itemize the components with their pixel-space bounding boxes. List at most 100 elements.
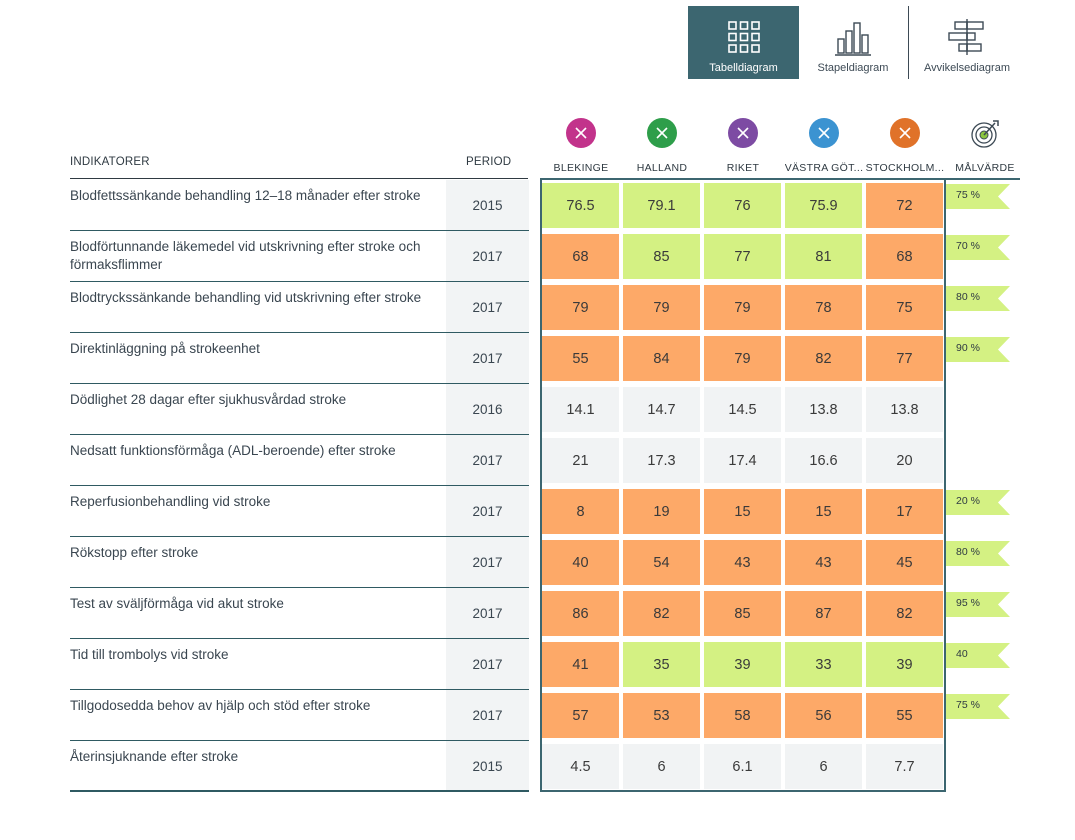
period-value: 2017	[446, 333, 529, 384]
bar-view-button[interactable]: Stapeldiagram	[809, 6, 897, 79]
region-column-header[interactable]: BLEKINGE	[541, 118, 621, 174]
value-cell[interactable]: 43	[785, 540, 862, 585]
table-row: Reperfusionbehandling vid stroke 2017 8 19 1…	[70, 486, 1020, 537]
value-cell[interactable]: 41	[542, 642, 619, 687]
value-cell[interactable]: 54	[623, 540, 700, 585]
value-cell[interactable]: 58	[704, 693, 781, 738]
target-value-flag: 75 %	[946, 694, 1010, 719]
remove-region-icon[interactable]	[728, 118, 758, 148]
value-cell[interactable]: 85	[704, 591, 781, 636]
value-cell[interactable]: 19	[623, 489, 700, 534]
value-cell[interactable]: 53	[623, 693, 700, 738]
target-value-flag: 40	[946, 643, 1010, 668]
value-cell[interactable]: 76.5	[542, 183, 619, 228]
value-cell[interactable]: 68	[542, 234, 619, 279]
period-value: 2017	[446, 231, 529, 282]
indicator-name[interactable]: Nedsatt funktionsförmåga (ADL-beroende) …	[70, 443, 396, 458]
value-cell[interactable]: 33	[785, 642, 862, 687]
value-cell[interactable]: 72	[866, 183, 943, 228]
region-column-header[interactable]: RIKET	[703, 118, 783, 174]
value-cell[interactable]: 39	[704, 642, 781, 687]
value-cell[interactable]: 15	[704, 489, 781, 534]
value-cell[interactable]: 7.7	[866, 744, 943, 789]
value-cell[interactable]: 75.9	[785, 183, 862, 228]
value-cell[interactable]: 13.8	[785, 387, 862, 432]
value-cell[interactable]: 40	[542, 540, 619, 585]
value-cell[interactable]: 79	[704, 336, 781, 381]
value-cell[interactable]: 79	[542, 285, 619, 330]
value-cell[interactable]: 14.7	[623, 387, 700, 432]
region-column-header[interactable]: STOCKHOLM...	[865, 118, 945, 174]
value-cell[interactable]: 14.1	[542, 387, 619, 432]
value-cell[interactable]: 55	[542, 336, 619, 381]
value-cell[interactable]: 16.6	[785, 438, 862, 483]
indicator-name[interactable]: Rökstopp efter stroke	[70, 545, 199, 560]
value-cell[interactable]: 55	[866, 693, 943, 738]
remove-region-icon[interactable]	[647, 118, 677, 148]
table-row: Rökstopp efter stroke 2017 40 54 43 43 45 80 %	[70, 537, 1020, 588]
value-cell[interactable]: 57	[542, 693, 619, 738]
target-value: 90 %	[956, 342, 980, 354]
deviation-view-button[interactable]: Avvikelsediagram	[910, 6, 1024, 79]
value-cell[interactable]: 82	[785, 336, 862, 381]
value-cell[interactable]: 68	[866, 234, 943, 279]
table-row: Återinsjuknande efter stroke 2015 4.5 6 6.1 6…	[70, 741, 1020, 792]
region-column-header[interactable]: HALLAND	[622, 118, 702, 174]
indicator-name[interactable]: Blodtryckssänkande behandling vid utskri…	[70, 290, 422, 305]
value-cell[interactable]: 6.1	[704, 744, 781, 789]
value-cell[interactable]: 45	[866, 540, 943, 585]
value-cell[interactable]: 43	[704, 540, 781, 585]
value-cell[interactable]: 13.8	[866, 387, 943, 432]
indicator-name[interactable]: Reperfusionbehandling vid stroke	[70, 494, 271, 509]
value-cell[interactable]: 77	[704, 234, 781, 279]
value-cell[interactable]: 17	[866, 489, 943, 534]
value-cell[interactable]: 6	[623, 744, 700, 789]
value-cell[interactable]: 78	[785, 285, 862, 330]
table-view-button[interactable]: Tabelldiagram	[688, 6, 799, 79]
value-cell[interactable]: 84	[623, 336, 700, 381]
remove-region-icon[interactable]	[890, 118, 920, 148]
value-cell[interactable]: 87	[785, 591, 862, 636]
bar-view-label: Stapeldiagram	[817, 62, 889, 74]
target-value: 80 %	[956, 546, 980, 558]
indicator-name[interactable]: Tid till trombolys vid stroke	[70, 647, 229, 662]
grid-icon	[727, 21, 760, 53]
region-column-header[interactable]: VÄSTRA GÖT...	[784, 118, 864, 174]
value-cell[interactable]: 79	[623, 285, 700, 330]
indicator-name[interactable]: Test av sväljförmåga vid akut stroke	[70, 596, 284, 611]
value-cell[interactable]: 14.5	[704, 387, 781, 432]
value-cell[interactable]: 77	[866, 336, 943, 381]
row-divider	[70, 434, 529, 435]
value-cell[interactable]: 15	[785, 489, 862, 534]
indicator-name[interactable]: Dödlighet 28 dagar efter sjukhusvårdad s…	[70, 392, 347, 407]
remove-region-icon[interactable]	[566, 118, 596, 148]
value-cell[interactable]: 79	[704, 285, 781, 330]
indicator-name[interactable]: Tillgodosedda behov av hjälp och stöd ef…	[70, 698, 371, 713]
value-cell[interactable]: 4.5	[542, 744, 619, 789]
value-cell[interactable]: 82	[623, 591, 700, 636]
value-cell[interactable]: 21	[542, 438, 619, 483]
value-cell[interactable]: 39	[866, 642, 943, 687]
table-row: Blodförtunnande läkemedel vid utskrivnin…	[70, 231, 1020, 282]
indicator-name[interactable]: Blodfettssänkande behandling 12–18 månad…	[70, 188, 421, 203]
value-cell[interactable]: 82	[866, 591, 943, 636]
value-cell[interactable]: 56	[785, 693, 862, 738]
value-cell[interactable]: 8	[542, 489, 619, 534]
value-cell[interactable]: 76	[704, 183, 781, 228]
value-cell[interactable]: 17.4	[704, 438, 781, 483]
indicator-name[interactable]: Blodförtunnande läkemedel vid utskrivnin…	[70, 239, 421, 272]
value-cell[interactable]: 35	[623, 642, 700, 687]
value-cell[interactable]: 20	[866, 438, 943, 483]
value-cell[interactable]: 6	[785, 744, 862, 789]
indicator-name[interactable]: Återinsjuknande efter stroke	[70, 749, 239, 764]
region-name: RIKET	[726, 162, 760, 174]
value-cell[interactable]: 75	[866, 285, 943, 330]
value-cell[interactable]: 86	[542, 591, 619, 636]
indicator-name[interactable]: Direktinläggning på strokeenhet	[70, 341, 260, 356]
value-cell[interactable]: 17.3	[623, 438, 700, 483]
remove-region-icon[interactable]	[809, 118, 839, 148]
table-bottom-line	[70, 790, 529, 791]
value-cell[interactable]: 79.1	[623, 183, 700, 228]
value-cell[interactable]: 81	[785, 234, 862, 279]
value-cell[interactable]: 85	[623, 234, 700, 279]
